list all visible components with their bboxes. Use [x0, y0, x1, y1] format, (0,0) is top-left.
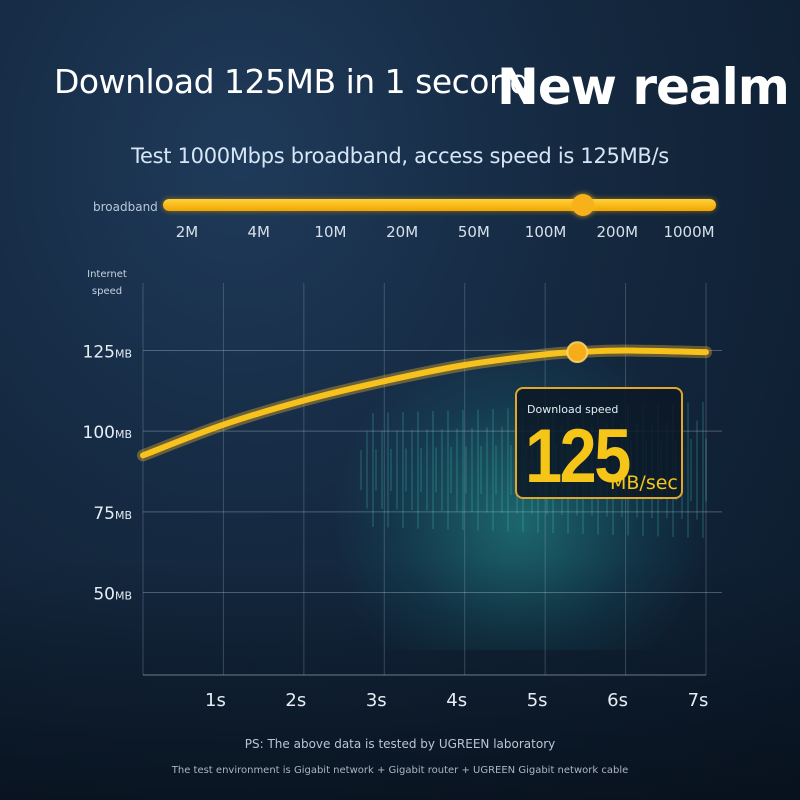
broadband-tick-100M: 100M	[524, 223, 567, 241]
broadband-label: broadband	[93, 200, 158, 214]
glow-bar	[492, 409, 494, 531]
glow-bar	[375, 449, 377, 491]
glow-bar	[447, 410, 449, 530]
glow-bar	[441, 429, 443, 511]
download-speed-unit: MB/sec	[610, 472, 678, 494]
x-tick-label: 3s	[366, 690, 387, 711]
glow-bar	[450, 447, 452, 493]
footer-environment: The test environment is Gigabit network …	[171, 765, 629, 776]
glow-bar	[507, 408, 509, 532]
footer-note: PS: The above data is tested by UGREEN l…	[244, 737, 556, 751]
glow-bar	[420, 448, 422, 492]
glow-bar	[465, 446, 467, 494]
broadband-slider-knob	[572, 194, 595, 216]
download-speed-label: Download speed	[527, 403, 619, 416]
glow-bar	[396, 430, 398, 510]
glow-bar	[381, 431, 383, 509]
glow-bar	[411, 430, 413, 510]
glow-bar	[456, 428, 458, 512]
broadband-tick-20M: 20M	[386, 223, 419, 241]
glow-bar	[405, 448, 407, 492]
y-tick-label: 50MB	[93, 585, 132, 605]
y-tick-label: 75MB	[93, 504, 132, 524]
subtitle: Test 1000Mbps broadband, access speed is…	[131, 144, 669, 168]
x-tick-label: 5s	[527, 690, 548, 711]
glow-bar	[390, 449, 392, 491]
glow-bar	[486, 427, 488, 513]
x-tick-label: 7s	[688, 690, 709, 711]
glow-bar	[687, 402, 689, 538]
y-tick-label: 100MB	[83, 423, 133, 443]
y-tick-label: 125MB	[83, 343, 133, 363]
broadband-tick-200M: 200M	[596, 223, 639, 241]
glow-bar	[462, 410, 464, 530]
tagline: New realm	[497, 58, 790, 116]
glow-bar	[510, 445, 512, 495]
glow-bar	[495, 445, 497, 495]
glow-bar	[426, 429, 428, 511]
download-speed-callout: Download speed 125 MB/sec	[515, 387, 683, 499]
x-tick-label: 2s	[285, 690, 306, 711]
speed-line	[140, 347, 709, 459]
glow-bar	[372, 413, 374, 527]
broadband-tick-50M: 50M	[457, 223, 490, 241]
x-tick-label: 4s	[446, 690, 467, 711]
download-speed-value: 125	[525, 414, 631, 499]
glow-bar	[432, 411, 434, 529]
glow-bar	[435, 447, 437, 493]
glow-bar	[387, 412, 389, 528]
broadband-tick-4M: 4M	[247, 223, 270, 241]
glow-bar	[702, 402, 704, 538]
glow-bar	[705, 438, 707, 502]
y-axis-label: Internet speed	[87, 269, 127, 297]
glow-bar	[501, 427, 503, 513]
headline: Download 125MB in 1 second	[54, 62, 530, 101]
x-tick-label: 1s	[205, 690, 226, 711]
glow-bar	[477, 409, 479, 531]
glow-bar	[402, 412, 404, 528]
broadband-tick-10M: 10M	[314, 223, 347, 241]
glow-bar	[360, 450, 362, 490]
glow-bar	[417, 411, 419, 529]
broadband-tick-2M: 2M	[175, 223, 199, 241]
broadband-tick-1000M: 1000M	[663, 223, 715, 241]
speed-highlight-point	[566, 341, 589, 364]
glow-bar	[471, 428, 473, 512]
glow-bar	[696, 420, 698, 520]
glow-bar	[480, 446, 482, 494]
glow-bar	[690, 439, 692, 501]
x-tick-label: 6s	[607, 690, 628, 711]
glow-bar	[366, 431, 368, 509]
